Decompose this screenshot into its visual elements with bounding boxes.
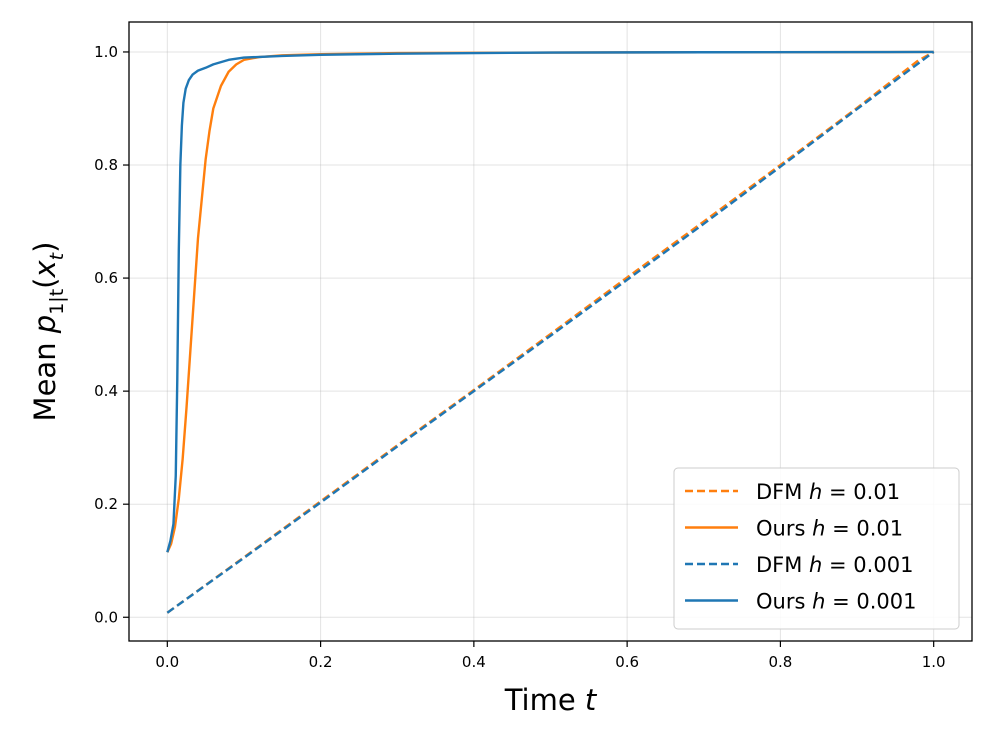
x-axis-label-text: Time xyxy=(504,683,585,717)
grid-lines xyxy=(129,22,972,641)
x-axis-label-var: t xyxy=(585,683,598,717)
x-axis-label: Time t xyxy=(504,683,598,717)
y-axis-label-sub: 1|t xyxy=(46,289,68,315)
y-tick-label: 0.8 xyxy=(94,156,118,174)
y-tick-label: 0.6 xyxy=(94,269,118,287)
legend-box xyxy=(673,467,960,630)
y-tick-label: 0.2 xyxy=(94,495,118,513)
legend-label-dfm-h0001: DFM h = 0.001 xyxy=(756,553,913,577)
plot-area xyxy=(166,50,935,614)
y-tick-label: 0.4 xyxy=(94,382,118,400)
x-tick-label: 0.4 xyxy=(462,653,486,671)
legend-entry-ours-h0001: Ours h = 0.001 xyxy=(685,590,916,614)
x-tick-label: 1.0 xyxy=(922,653,946,671)
axes-frame xyxy=(128,21,973,642)
legend-label-dfm-h001: DFM h = 0.01 xyxy=(756,480,900,504)
y-axis-label-var: p xyxy=(28,315,62,334)
y-axis-label-arg: x xyxy=(28,260,62,279)
legend-label-ours-h001: Ours h = 0.01 xyxy=(756,517,903,541)
y-axis-label-text: Mean xyxy=(28,333,62,421)
legend-label-ours-h0001: Ours h = 0.001 xyxy=(756,590,916,614)
legend-entry-dfm-h0001: DFM h = 0.001 xyxy=(685,553,913,577)
series-line-2 xyxy=(166,50,935,614)
y-tick-label: 1.0 xyxy=(94,43,118,61)
legend-entry-dfm-h001: DFM h = 0.01 xyxy=(685,480,900,504)
legend: DFM h = 0.01 Ours h = 0.01 DFM h = 0.001… xyxy=(673,467,960,630)
y-axis-label-argsub: t xyxy=(46,251,68,260)
x-tick-label: 0.6 xyxy=(615,653,639,671)
x-tick-label: 0.0 xyxy=(155,653,179,671)
series-line-3 xyxy=(166,50,934,553)
axis-ticks: 0.0 0.2 0.4 0.6 0.8 1.0 0.0 0.2 0.4 0.6 0.8 1.0 xyxy=(94,43,945,671)
y-tick-label: 0.0 xyxy=(94,608,118,626)
legend-entry-ours-h001: Ours h = 0.01 xyxy=(685,517,903,541)
x-tick-label: 0.8 xyxy=(768,653,792,671)
x-tick-label: 0.2 xyxy=(309,653,333,671)
y-axis-label-close: ) xyxy=(28,242,62,253)
y-axis-label-open: ( xyxy=(28,278,62,289)
y-axis-label: Mean p1|t(xt) xyxy=(28,242,68,422)
